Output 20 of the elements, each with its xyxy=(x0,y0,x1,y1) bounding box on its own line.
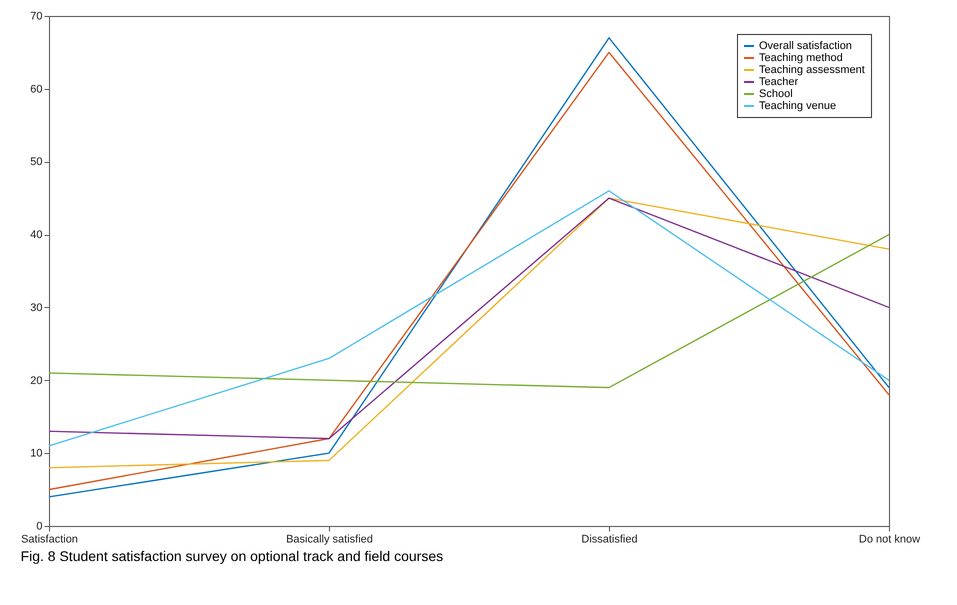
y-tick-label: 50 xyxy=(30,156,42,168)
y-tick-label: 40 xyxy=(30,229,42,242)
x-tick-label: Do not know xyxy=(858,534,920,546)
y-tick-label: 0 xyxy=(36,520,42,532)
y-tick-label: 60 xyxy=(30,83,42,96)
legend-label: Teaching assessment xyxy=(759,64,865,76)
y-tick-label: 20 xyxy=(30,374,42,387)
caption: Fig. 8 Student satisfaction survey on optional track and field courses xyxy=(20,548,444,564)
line-series xyxy=(48,234,890,388)
x-tick-label: Dissatisfied xyxy=(581,534,638,546)
y-tick-label: 10 xyxy=(30,448,42,460)
x-tick-label: Satisfaction xyxy=(21,534,78,546)
legend-label: Teaching venue xyxy=(759,100,836,112)
legend-label: Teacher xyxy=(759,76,798,88)
legend-label: Overall satisfaction xyxy=(759,40,852,52)
y-tick-label: 30 xyxy=(30,302,42,314)
x-tick-label: Basically satisfied xyxy=(286,534,373,546)
legend-label: School xyxy=(759,88,793,100)
legend-label: Teaching method xyxy=(759,52,843,64)
y-tick-label: 70 xyxy=(30,10,42,22)
